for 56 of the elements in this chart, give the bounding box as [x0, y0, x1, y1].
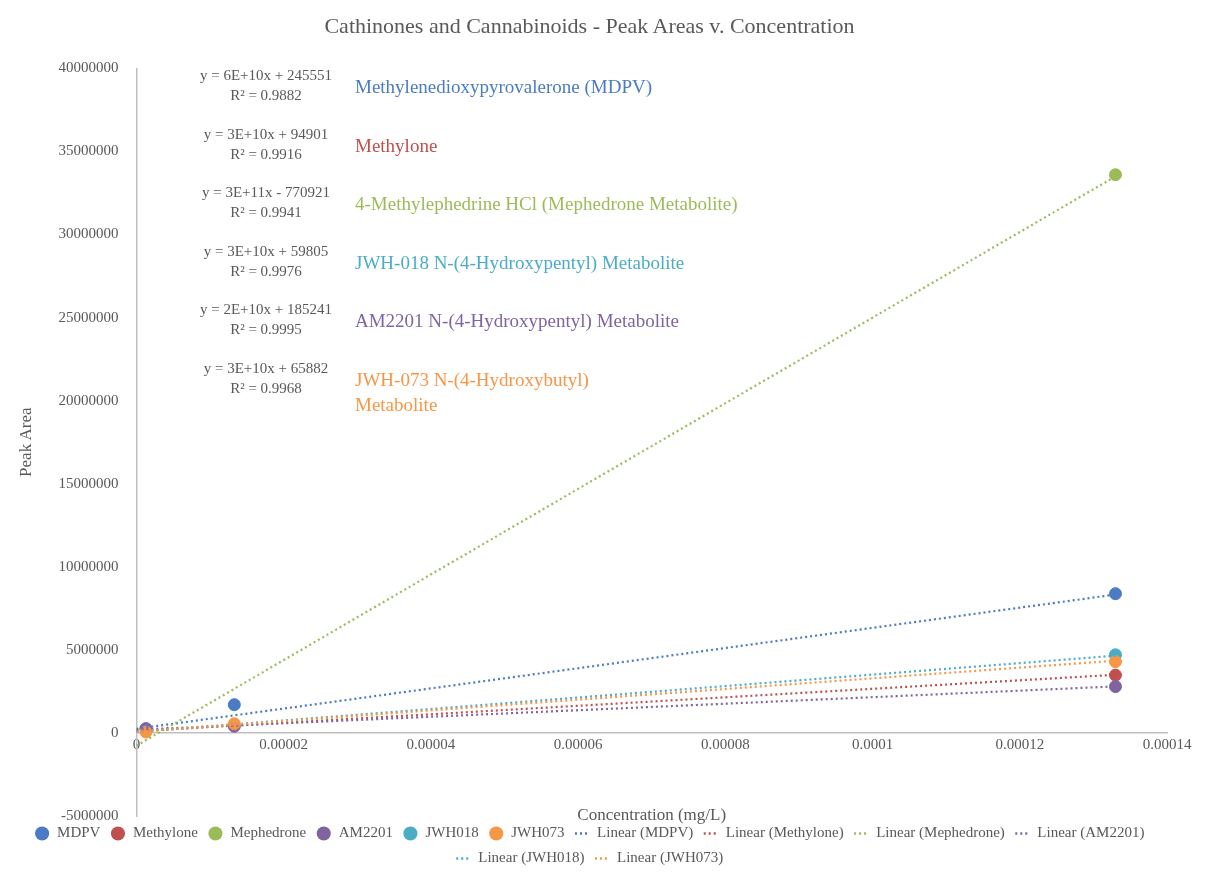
annotation: R² = 0.9995 — [230, 321, 302, 338]
legend-label: MDPV — [57, 824, 101, 841]
annotation: Methylenedioxypyrovalerone (MDPV) — [355, 76, 653, 99]
y-tick-label: 35000000 — [58, 142, 119, 159]
legend-label: Linear (JWH073) — [617, 849, 724, 867]
annotation: R² = 0.9968 — [230, 379, 302, 396]
y-tick-label: 30000000 — [58, 225, 119, 242]
annotation: R² = 0.9976 — [230, 262, 303, 279]
legend-label: Mephedrone — [230, 824, 307, 841]
x-tick-label: 0.00012 — [995, 735, 1045, 752]
y-tick-label: 10000000 — [58, 557, 119, 574]
point — [227, 698, 241, 712]
legend-label: Linear (MDPV) — [597, 824, 694, 842]
legend-label: JWH073 — [511, 824, 565, 841]
point — [1108, 680, 1122, 694]
annotation: R² = 0.9916 — [230, 145, 303, 162]
annotation: JWH-073 N-(4-Hydroxybutyl) Metabolite — [355, 368, 589, 415]
y-tick-label: 0 — [110, 723, 119, 740]
y-tick-label: 5000000 — [65, 640, 119, 657]
y-tick-label: 40000000 — [58, 59, 119, 76]
annotation: JWH-018 N-(4-Hydroxypentyl) Metabolite — [355, 251, 685, 274]
annotation: AM2201 N-(4-Hydroxypentyl) Metabolite — [355, 310, 679, 333]
x-tick-label: 0.00004 — [406, 735, 456, 752]
x-tick-label: 0.00014 — [1142, 735, 1192, 752]
legend-label: Linear (AM2201) — [1037, 824, 1145, 842]
legend-label: Linear (Methylone) — [725, 824, 844, 842]
legend-label: AM2201 — [338, 824, 393, 841]
y-tick-label: 15000000 — [58, 474, 119, 491]
y-tick-label: -5000000 — [60, 806, 119, 823]
annotation: y = 3E+11x - 770921 — [201, 184, 331, 201]
point — [1108, 587, 1122, 601]
annotation: y = 6E+10x + 245551 — [199, 67, 333, 84]
annotation: Methylone — [355, 134, 438, 156]
legend-label: Methylone — [132, 824, 199, 841]
point — [1108, 168, 1122, 182]
annotation: R² = 0.9941 — [230, 204, 302, 221]
x-tick-label: 0.00006 — [553, 735, 603, 752]
point — [1108, 655, 1122, 669]
y-axis-title: Peak Area — [15, 407, 35, 477]
annotation: R² = 0.9882 — [230, 87, 302, 104]
y-tick-label: 25000000 — [58, 308, 119, 325]
x-tick-label: 0.00008 — [700, 735, 750, 752]
legend-label: Linear (JWH018) — [478, 849, 585, 867]
annotation: y = 3E+10x + 94901 — [203, 125, 329, 142]
legend-label: Linear (Mephedrone) — [876, 824, 1005, 842]
annotation: y = 2E+10x + 185241 — [199, 301, 333, 318]
x-tick-label: 0.00002 — [259, 735, 308, 752]
point — [1108, 668, 1122, 682]
x-tick-label: 0.0001 — [851, 735, 894, 752]
annotation: y = 3E+10x + 59805 — [203, 242, 329, 259]
annotation: 4-Methylephedrine HCl (Mephedrone Metabolite) — [355, 193, 738, 216]
legend-label: JWH018 — [425, 824, 479, 841]
chart-title: Cathinones and Cannabinoids - Peak Areas v. Concentration — [324, 12, 855, 38]
x-axis-title: Concentration (mg/L) — [577, 804, 727, 824]
annotation: y = 3E+10x + 65882 — [203, 359, 329, 376]
y-tick-label: 20000000 — [58, 391, 119, 408]
